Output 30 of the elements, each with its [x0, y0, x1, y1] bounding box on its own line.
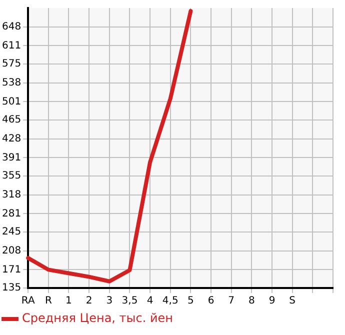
y-tick-label: 391	[2, 152, 22, 164]
y-tick-label: 428	[2, 133, 22, 144]
y-tick-label: 135	[2, 282, 22, 294]
y-tick-label: 355	[2, 170, 22, 182]
y-tick-label: 611	[2, 40, 22, 52]
legend-label: Средняя Цена, тыс. йен	[22, 311, 174, 326]
x-tick-label: RA	[21, 296, 35, 307]
y-tick-label: 575	[2, 58, 22, 70]
x-tick-label: 1	[66, 296, 72, 307]
y-tick-label: 208	[2, 245, 22, 256]
x-tick-label: 5	[188, 296, 194, 307]
x-tick-label: 3,5	[122, 296, 138, 307]
y-tick-label: 465	[2, 114, 22, 126]
y-tick-label: 501	[2, 96, 22, 108]
x-tick-label: R	[44, 296, 52, 307]
y-tick-label: 648	[2, 21, 22, 32]
y-tick-label: 171	[2, 264, 22, 276]
x-tick-label: 9	[268, 296, 276, 307]
y-tick-label: 538	[2, 77, 22, 88]
y-tick-label: 318	[2, 189, 22, 200]
x-tick-label: 8	[248, 296, 255, 307]
x-tick-label: 4,5	[162, 296, 178, 307]
x-tick-label: 3	[106, 296, 113, 307]
x-tick-label: 7	[228, 296, 235, 307]
x-tick-label: 6	[208, 296, 214, 307]
x-tick-label: 2	[86, 296, 92, 307]
y-tick-label: 245	[2, 226, 22, 238]
x-tick-label: 4	[146, 296, 154, 307]
x-tick-label: S	[289, 296, 296, 307]
y-tick-label: 281	[2, 208, 22, 220]
